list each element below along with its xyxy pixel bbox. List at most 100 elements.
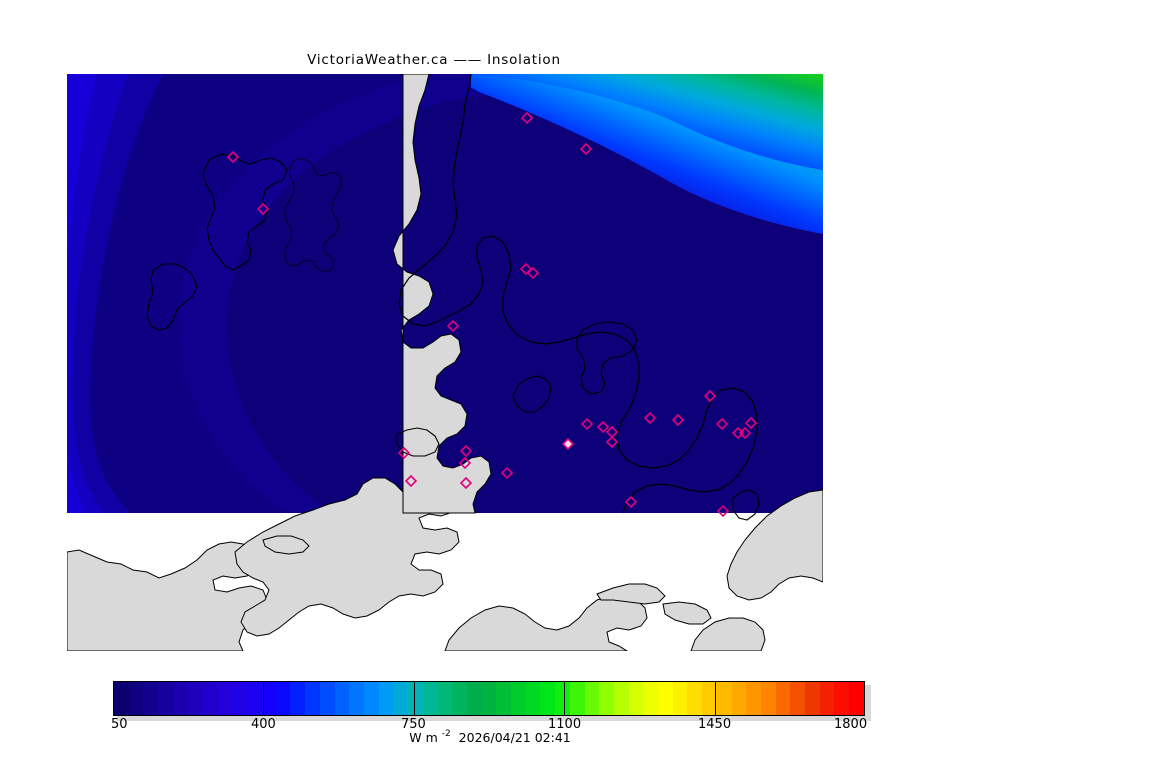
map-panel[interactable] — [67, 74, 823, 651]
station-marker[interactable] — [716, 504, 730, 518]
field-band-sunrise-upper — [471, 74, 823, 170]
colorbar-band-10 — [261, 682, 276, 715]
colorbar-band-8 — [231, 682, 247, 715]
station-marker[interactable] — [446, 319, 460, 333]
colorbar-band-44 — [760, 682, 776, 715]
colorbar-band-41 — [716, 682, 732, 715]
colorbar-band-31 — [569, 682, 585, 715]
colorbar[interactable] — [113, 681, 865, 716]
coast-grey-channel — [392, 74, 492, 514]
colorbar-band-27 — [510, 682, 526, 715]
station-marker[interactable] — [459, 444, 473, 458]
island-small-1 — [262, 535, 310, 555]
colorbar-band-0 — [114, 682, 129, 715]
station-marker[interactable] — [226, 150, 240, 164]
station-marker[interactable] — [458, 456, 472, 470]
colorbar-band-22 — [437, 682, 453, 715]
colorbar-band-42 — [731, 682, 747, 715]
colorbar-band-32 — [584, 682, 600, 715]
colorbar-band-2 — [143, 682, 159, 715]
coastline-mainland — [398, 74, 758, 514]
station-marker[interactable] — [520, 111, 534, 125]
colorbar-band-5 — [187, 682, 203, 715]
colorbar-band-7 — [216, 682, 232, 715]
coast-nw-island — [202, 153, 288, 271]
colorbar-band-4 — [172, 682, 188, 715]
colorbar-band-16 — [349, 682, 364, 715]
colorbar-band-17 — [363, 682, 379, 715]
station-marker[interactable] — [605, 435, 619, 449]
field-band-arc-2 — [67, 74, 129, 513]
colorbar-band-45 — [775, 682, 791, 715]
insolation-field — [67, 74, 823, 513]
colorbar-tick-750 — [414, 681, 415, 716]
colorbar-tick-400 — [263, 681, 264, 716]
colorbar-band-38 — [672, 682, 688, 715]
station-marker[interactable] — [459, 476, 473, 490]
station-marker[interactable] — [256, 202, 270, 216]
colorbar-band-34 — [613, 682, 629, 715]
colorbar-band-18 — [378, 682, 394, 715]
colorbar-band-37 — [658, 682, 673, 715]
colorbar-band-19 — [393, 682, 409, 715]
station-marker[interactable] — [580, 417, 594, 431]
colorbar-band-26 — [496, 682, 511, 715]
southern-landmasses — [67, 477, 823, 651]
coast-island-nw — [284, 157, 342, 272]
coast-nw-island-2 — [146, 263, 198, 331]
colorbar-band-13 — [305, 682, 320, 715]
colorbar-units-and-time: W m -2 2026/04/21 02:41 — [0, 729, 980, 745]
station-marker[interactable] — [526, 266, 540, 280]
colorbar-band-50 — [849, 682, 864, 715]
coast-east-mainland — [726, 489, 823, 601]
colorbar-band-6 — [202, 682, 217, 715]
coast-lake-1 — [512, 375, 552, 413]
coast-island-se — [732, 489, 760, 521]
in-domain-grey-land — [392, 74, 492, 514]
colorbar-band-49 — [834, 682, 850, 715]
colorbar-units: W m -2 — [409, 729, 451, 745]
colorbar-band-33 — [599, 682, 614, 715]
coast-central-peninsula — [234, 477, 460, 637]
colorbar-band-35 — [628, 682, 644, 715]
colorbar-band-23 — [452, 682, 467, 715]
station-marker[interactable] — [703, 389, 717, 403]
station-marker[interactable] — [500, 466, 514, 480]
field-band-core — [202, 74, 823, 513]
station-marker[interactable] — [579, 142, 593, 156]
field-band-core-ring — [178, 74, 823, 513]
coastlines — [146, 153, 760, 521]
colorbar-band-47 — [805, 682, 820, 715]
valid-timestamp: 2026/04/21 02:41 — [450, 730, 571, 745]
station-marker[interactable] — [671, 413, 685, 427]
colorbar-band-29 — [540, 682, 556, 715]
field-band-arc-3 — [67, 74, 97, 513]
colorbar-band-28 — [525, 682, 541, 715]
colorbar-band-24 — [466, 682, 482, 715]
island-thin-1 — [596, 583, 666, 605]
coast-se-arc — [444, 595, 648, 651]
sunrise-terminator-wedge — [447, 74, 823, 234]
insolation-map-svg[interactable] — [67, 74, 823, 651]
station-marker[interactable] — [738, 426, 752, 440]
station-marker[interactable] — [715, 417, 729, 431]
station-marker[interactable] — [519, 262, 533, 276]
station-marker[interactable] — [744, 416, 758, 430]
colorbar-band-3 — [158, 682, 173, 715]
colorbar-band-15 — [334, 682, 350, 715]
colorbar-band-30 — [555, 682, 570, 715]
station-marker-highlighted[interactable] — [561, 437, 575, 451]
station-marker[interactable] — [596, 420, 610, 434]
station-marker[interactable] — [397, 446, 411, 460]
colorbar-band-36 — [643, 682, 659, 715]
station-marker[interactable] — [643, 411, 657, 425]
station-marker[interactable] — [404, 474, 418, 488]
station-marker[interactable] — [624, 495, 638, 509]
colorbar-label-400: 400 — [251, 717, 276, 732]
colorbar-label-1100: 1100 — [548, 717, 582, 732]
colorbar-band-12 — [290, 682, 306, 715]
colorbar-band-40 — [702, 682, 717, 715]
station-markers[interactable] — [226, 111, 758, 518]
colorbar-band-25 — [481, 682, 497, 715]
